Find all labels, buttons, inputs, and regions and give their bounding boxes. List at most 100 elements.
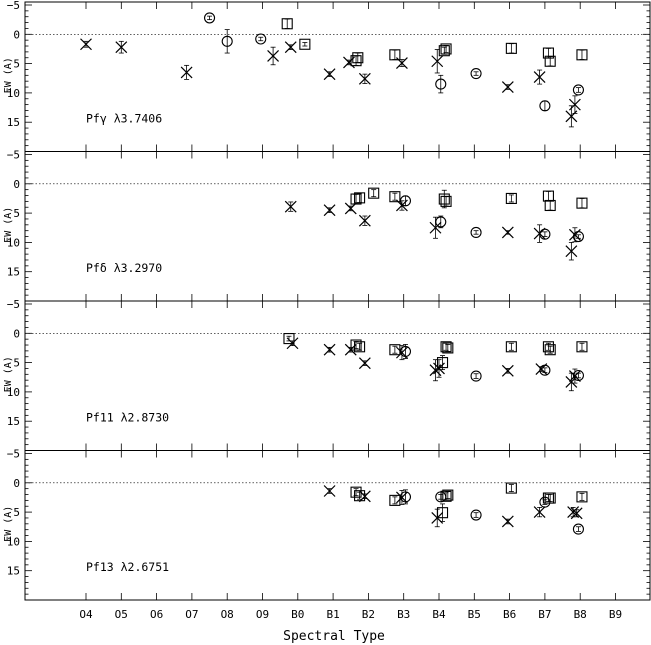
- data-point: [255, 33, 267, 45]
- data-point: [368, 187, 380, 199]
- cross-marker: [323, 343, 336, 356]
- cross-marker: [358, 490, 371, 503]
- cross-marker: [533, 71, 546, 84]
- data-point: [576, 491, 588, 503]
- square-marker: [368, 187, 380, 199]
- circle-marker: [255, 33, 267, 45]
- cross-marker: [267, 50, 280, 62]
- data-point: [565, 241, 578, 261]
- cross-marker: [568, 370, 581, 383]
- x-tick-label: O5: [115, 608, 128, 621]
- circle-marker: [470, 370, 482, 382]
- y-tick-label: −5: [7, 149, 20, 162]
- panel-4: −5 0 5 10 15 EW (A) Pf13 λ2.6751: [3, 448, 651, 601]
- data-point: [576, 49, 588, 61]
- data-point: [358, 490, 371, 503]
- cross-marker: [323, 204, 336, 217]
- circle-marker: [470, 226, 482, 238]
- cross-marker: [431, 55, 444, 68]
- circle-marker: [470, 68, 482, 80]
- cross-marker: [567, 506, 580, 519]
- data-point: [323, 485, 336, 497]
- circle-marker: [399, 195, 412, 207]
- square-marker: [542, 47, 554, 59]
- panel-label: Pf11 λ2.8730: [86, 410, 169, 424]
- data-point: [358, 357, 371, 370]
- cross-marker: [323, 485, 336, 497]
- y-tick-label: 5: [13, 357, 20, 370]
- y-tick-label: 5: [13, 506, 20, 519]
- square-marker: [505, 42, 517, 54]
- y-tick-label: 0: [13, 28, 20, 41]
- circle-marker: [204, 12, 216, 24]
- data-point: [399, 195, 412, 207]
- data-point: [350, 193, 362, 205]
- circle-marker: [572, 84, 584, 96]
- data-point: [436, 355, 449, 371]
- data-point: [544, 199, 556, 212]
- y-tick-label: 10: [7, 236, 20, 249]
- data-point: [442, 489, 454, 501]
- y-tick-label: 15: [7, 415, 20, 428]
- data-point: [431, 49, 444, 74]
- x-tick-label: B2: [362, 608, 375, 621]
- y-axis-title: Spectral Type: [283, 629, 385, 644]
- data-point: [505, 42, 517, 54]
- data-point: [323, 204, 336, 217]
- circle-marker: [539, 228, 551, 240]
- circle-marker: [572, 230, 584, 243]
- square-marker: [436, 357, 449, 369]
- data-point: [389, 494, 401, 506]
- y-tick-label: 10: [7, 87, 20, 100]
- data-point: [572, 523, 584, 535]
- circle-marker: [399, 491, 412, 503]
- x-tick-label: B8: [574, 608, 587, 621]
- square-marker: [436, 507, 449, 519]
- panel-frame: [24, 151, 651, 302]
- data-point: [80, 38, 92, 51]
- panel-3: −5 0 5 10 15 EW (A) Pf11 λ2.8730: [3, 298, 651, 451]
- y-tick-label: 5: [13, 207, 20, 220]
- panel-label: Pf13 λ2.6751: [86, 560, 169, 574]
- data-point: [572, 230, 584, 243]
- data-point: [389, 344, 401, 356]
- square-marker: [576, 341, 588, 353]
- y-axis-title: EW (A): [3, 506, 14, 542]
- data-point: [267, 46, 280, 66]
- data-point: [572, 84, 584, 96]
- panel-frame: [24, 1, 651, 152]
- data-point: [389, 49, 401, 61]
- cross-marker: [501, 364, 514, 377]
- data-point: [399, 489, 412, 505]
- cross-marker: [344, 202, 357, 215]
- data-point: [544, 55, 556, 67]
- square-marker: [389, 49, 401, 61]
- x-tick-label: O9: [256, 608, 269, 621]
- data-point: [576, 341, 588, 353]
- x-tick-label: B4: [432, 608, 446, 621]
- data-point: [544, 492, 556, 504]
- square-marker: [544, 55, 556, 67]
- square-marker: [438, 193, 450, 205]
- circle-marker: [539, 364, 551, 376]
- circle-marker: [539, 100, 551, 112]
- cross-marker: [358, 214, 371, 227]
- cross-marker: [429, 221, 442, 234]
- y-tick-label: 10: [7, 386, 20, 399]
- data-point: [501, 81, 514, 93]
- cross-marker: [284, 41, 297, 54]
- square-marker: [283, 333, 295, 345]
- y-tick-label: 0: [13, 477, 20, 490]
- data-point: [396, 57, 408, 69]
- data-point: [501, 226, 514, 239]
- square-marker: [544, 492, 556, 504]
- data-point: [344, 202, 357, 215]
- square-marker: [354, 192, 366, 204]
- data-point: [435, 215, 447, 229]
- y-tick-label: 15: [7, 565, 20, 578]
- square-marker: [505, 192, 517, 204]
- data-point: [389, 191, 401, 203]
- cross-marker: [180, 66, 193, 79]
- square-marker: [576, 491, 588, 503]
- data-point: [286, 337, 299, 350]
